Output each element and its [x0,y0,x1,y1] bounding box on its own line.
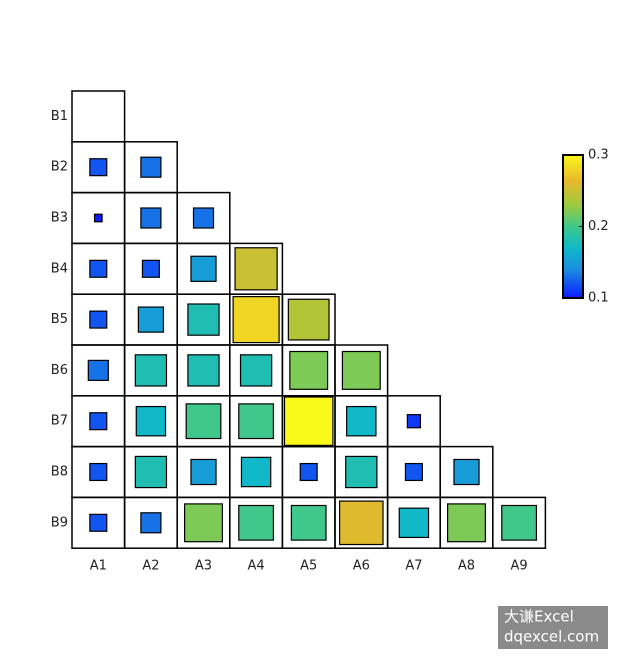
y-tick-label: B5 [51,312,68,327]
value-square [299,462,318,482]
value-square [187,303,220,336]
watermark: 大谦Excel dqexcel.com [498,606,608,649]
value-square [338,500,384,546]
y-tick-label: B9 [51,515,68,530]
value-square [87,359,109,381]
value-square [187,354,220,387]
colorbar-tick-label: 0.3 [588,148,609,163]
value-square [140,207,162,229]
y-tick-label: B2 [51,160,68,175]
value-square [141,259,160,278]
x-tick-label: A2 [142,559,159,574]
cell [71,90,126,143]
value-square [238,504,275,541]
value-square [287,298,330,341]
value-square [283,396,334,446]
colorbar-tick-label: 0.1 [588,291,609,306]
y-tick-label: B7 [51,414,68,429]
value-square [232,296,280,344]
value-square [447,503,486,543]
value-square [135,405,167,437]
value-square [89,513,108,532]
value-square [398,507,430,539]
x-tick-label: A3 [195,559,212,574]
x-tick-label: A1 [90,559,107,574]
value-square [341,350,381,390]
value-square [190,458,217,486]
value-square [89,412,108,431]
value-square [140,156,162,178]
value-square [501,504,538,541]
value-square [289,350,329,390]
y-tick-label: B6 [51,363,68,378]
value-square [290,504,327,541]
value-square [89,462,108,482]
x-tick-label: A7 [405,559,422,574]
value-square [89,158,108,177]
x-tick-label: A6 [353,559,370,574]
watermark-text: 大谦Excel [504,608,574,626]
value-square [137,306,165,333]
value-square [346,405,377,437]
y-tick-label: B4 [51,261,68,276]
watermark-text: dqexcel.com [504,628,599,646]
value-square [93,213,103,223]
value-square [406,414,422,429]
value-square [134,455,168,489]
x-tick-label: A4 [248,559,265,574]
y-tick-label: B3 [51,211,68,226]
value-square [234,247,278,291]
value-square [134,354,168,387]
y-tick-label: B1 [51,109,68,124]
value-square [89,310,108,329]
value-square [239,354,273,387]
cell [492,496,547,549]
value-square [184,503,223,543]
value-square [192,207,215,229]
watermark-box [498,606,608,649]
value-square [89,259,108,278]
x-tick-label: A5 [300,559,317,574]
value-square [185,403,222,440]
x-tick-label: A9 [511,559,528,574]
value-square [453,458,480,486]
value-square [190,255,217,282]
colorbar-tick-label: 0.2 [588,219,609,234]
y-tick-label: B8 [51,465,68,480]
x-tick-label: A8 [458,559,475,574]
value-square [404,462,423,482]
value-square [238,403,275,440]
value-square [240,456,272,488]
value-square [140,512,162,534]
value-square [345,455,378,489]
